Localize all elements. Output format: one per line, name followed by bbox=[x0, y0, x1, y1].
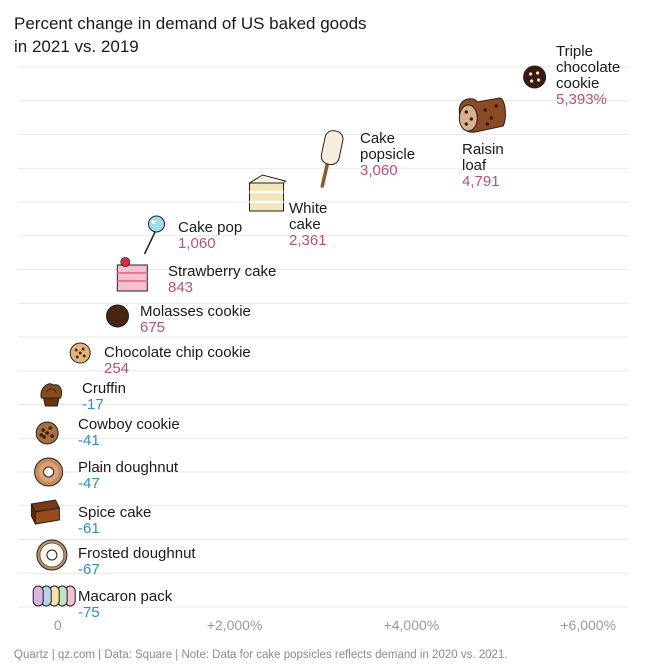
point-label: Molasses cookie bbox=[140, 303, 251, 320]
point-label: Cake pop bbox=[178, 219, 242, 236]
point-value: 4,791 bbox=[462, 173, 500, 190]
point-label: Plain doughnut bbox=[78, 459, 179, 476]
point-name-line: Strawberry cake bbox=[168, 263, 276, 280]
x-tick-label: +2,000% bbox=[207, 617, 263, 633]
point-name-line: Cruffin bbox=[82, 380, 126, 397]
point-label: Triple chocolate cookie bbox=[556, 43, 620, 92]
point-value: -17 bbox=[82, 396, 104, 413]
point-label: Cake popsicle bbox=[360, 130, 415, 163]
x-tick-label: 0 bbox=[54, 617, 62, 633]
point-name-line: Molasses cookie bbox=[140, 303, 251, 320]
point-label: Frosted doughnut bbox=[78, 545, 196, 562]
chart-title-line-1: Percent change in demand of US baked goo… bbox=[14, 14, 367, 33]
point-name-line: loaf bbox=[462, 157, 487, 174]
point-label: Cowboy cookie bbox=[78, 416, 180, 433]
point-name-line: chocolate bbox=[556, 59, 620, 76]
frosted-doughnut-icon bbox=[36, 539, 68, 571]
point-value: -41 bbox=[78, 432, 100, 449]
x-tick-label: +4,000% bbox=[384, 617, 440, 633]
point-value: 1,060 bbox=[178, 235, 216, 252]
molasses-cookie-icon bbox=[106, 304, 129, 328]
point-value: 254 bbox=[104, 360, 129, 377]
chart-title-line-2: in 2021 vs. 2019 bbox=[14, 37, 139, 56]
macaron-icon bbox=[32, 585, 76, 607]
point-label: Macaron pack bbox=[78, 588, 173, 605]
point-label: White cake bbox=[289, 200, 327, 233]
point-value: 2,361 bbox=[289, 232, 327, 249]
point-name-line: Cowboy cookie bbox=[78, 416, 180, 433]
chocolate-chip-cookie-icon bbox=[69, 342, 91, 364]
chart-labels: Macaron pack-75 Frosted doughnut-67 Spice … bbox=[78, 43, 620, 621]
point-value: 5,393% bbox=[556, 91, 607, 108]
chart-footer: Quartz | qz.com | Data: Square | Note: D… bbox=[14, 649, 508, 661]
point-name-line: Macaron pack bbox=[78, 588, 173, 605]
point-label: Cruffin bbox=[82, 380, 126, 397]
white-cake-icon bbox=[248, 174, 287, 212]
chart-title: Percent change in demand of US baked goo… bbox=[14, 12, 434, 58]
point-value: -67 bbox=[78, 561, 100, 578]
point-name-line: Triple bbox=[556, 43, 593, 60]
cowboy-cookie-icon bbox=[35, 421, 59, 445]
point-label: Spice cake bbox=[78, 504, 151, 521]
point-label: Strawberry cake bbox=[168, 263, 276, 280]
strawberry-cake-icon bbox=[116, 257, 148, 292]
point-label: Raisin loaf bbox=[462, 141, 504, 174]
point-value: -75 bbox=[78, 604, 100, 621]
spice-cake-icon bbox=[30, 499, 61, 525]
point-name-line: Spice cake bbox=[78, 504, 151, 521]
point-name-line: Cake bbox=[360, 130, 395, 147]
point-value: 675 bbox=[140, 319, 165, 336]
gridlines bbox=[18, 66, 628, 608]
cake-pop-icon bbox=[143, 215, 165, 255]
cruffin-icon bbox=[40, 383, 63, 407]
x-tick-label: +6,000% bbox=[560, 617, 616, 633]
point-name-line: Raisin bbox=[462, 141, 504, 158]
chart-icons bbox=[30, 65, 547, 607]
raisin-loaf-icon bbox=[458, 97, 506, 133]
point-value: 3,060 bbox=[360, 162, 398, 179]
point-name-line: White bbox=[289, 200, 327, 217]
point-value: 843 bbox=[168, 279, 193, 296]
point-name-line: Frosted doughnut bbox=[78, 545, 196, 562]
cake-popsicle-icon bbox=[320, 130, 344, 188]
x-axis-ticks: 0 +2,000% +4,000% +6,000% bbox=[54, 617, 616, 633]
point-value: -61 bbox=[78, 520, 100, 537]
point-name-line: Cake pop bbox=[178, 219, 242, 236]
point-name-line: cookie bbox=[556, 75, 599, 92]
point-name-line: cake bbox=[289, 216, 321, 233]
point-name-line: Plain doughnut bbox=[78, 459, 179, 476]
plain-doughnut-icon bbox=[34, 457, 64, 487]
point-label: Chocolate chip cookie bbox=[104, 344, 251, 361]
point-name-line: Chocolate chip cookie bbox=[104, 344, 251, 361]
point-name-line: popsicle bbox=[360, 146, 415, 163]
triple-chocolate-cookie-icon bbox=[523, 65, 547, 89]
point-value: -47 bbox=[78, 475, 100, 492]
